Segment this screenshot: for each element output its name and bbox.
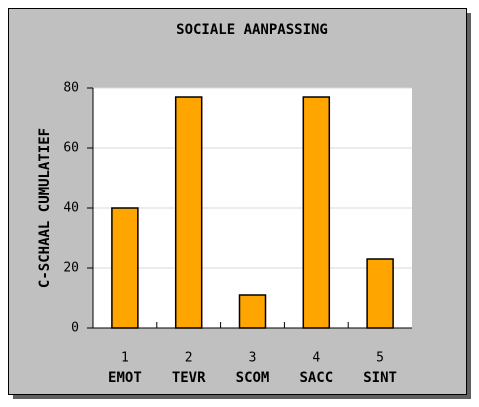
y-tick-label: 0 — [71, 321, 79, 336]
bar — [302, 96, 331, 329]
bar — [238, 294, 267, 329]
x-category-name: TEVR — [172, 370, 206, 386]
x-category-name: EMOT — [108, 370, 142, 386]
bar — [111, 207, 139, 329]
x-tick-label: 4 — [312, 351, 320, 366]
x-tick-label: 2 — [185, 351, 193, 366]
x-tick-label: 1 — [121, 351, 129, 366]
x-category-name: SCOM — [236, 370, 270, 386]
chart-title: SOCIALE AANPASSING — [176, 22, 328, 38]
y-axis-label: C-SCHAAL CUMULATIEF — [37, 128, 53, 288]
y-tick-label: 20 — [63, 261, 79, 276]
y-tick-label: 60 — [63, 141, 79, 156]
y-tick-label: 40 — [63, 201, 79, 216]
x-tick-label: 5 — [376, 351, 384, 366]
x-category-name: SINT — [363, 370, 397, 386]
x-tick-label: 3 — [249, 351, 257, 366]
y-tick-label: 80 — [63, 81, 79, 96]
x-category-name: SACC — [299, 370, 333, 386]
bar — [366, 258, 394, 329]
bar — [174, 96, 203, 329]
